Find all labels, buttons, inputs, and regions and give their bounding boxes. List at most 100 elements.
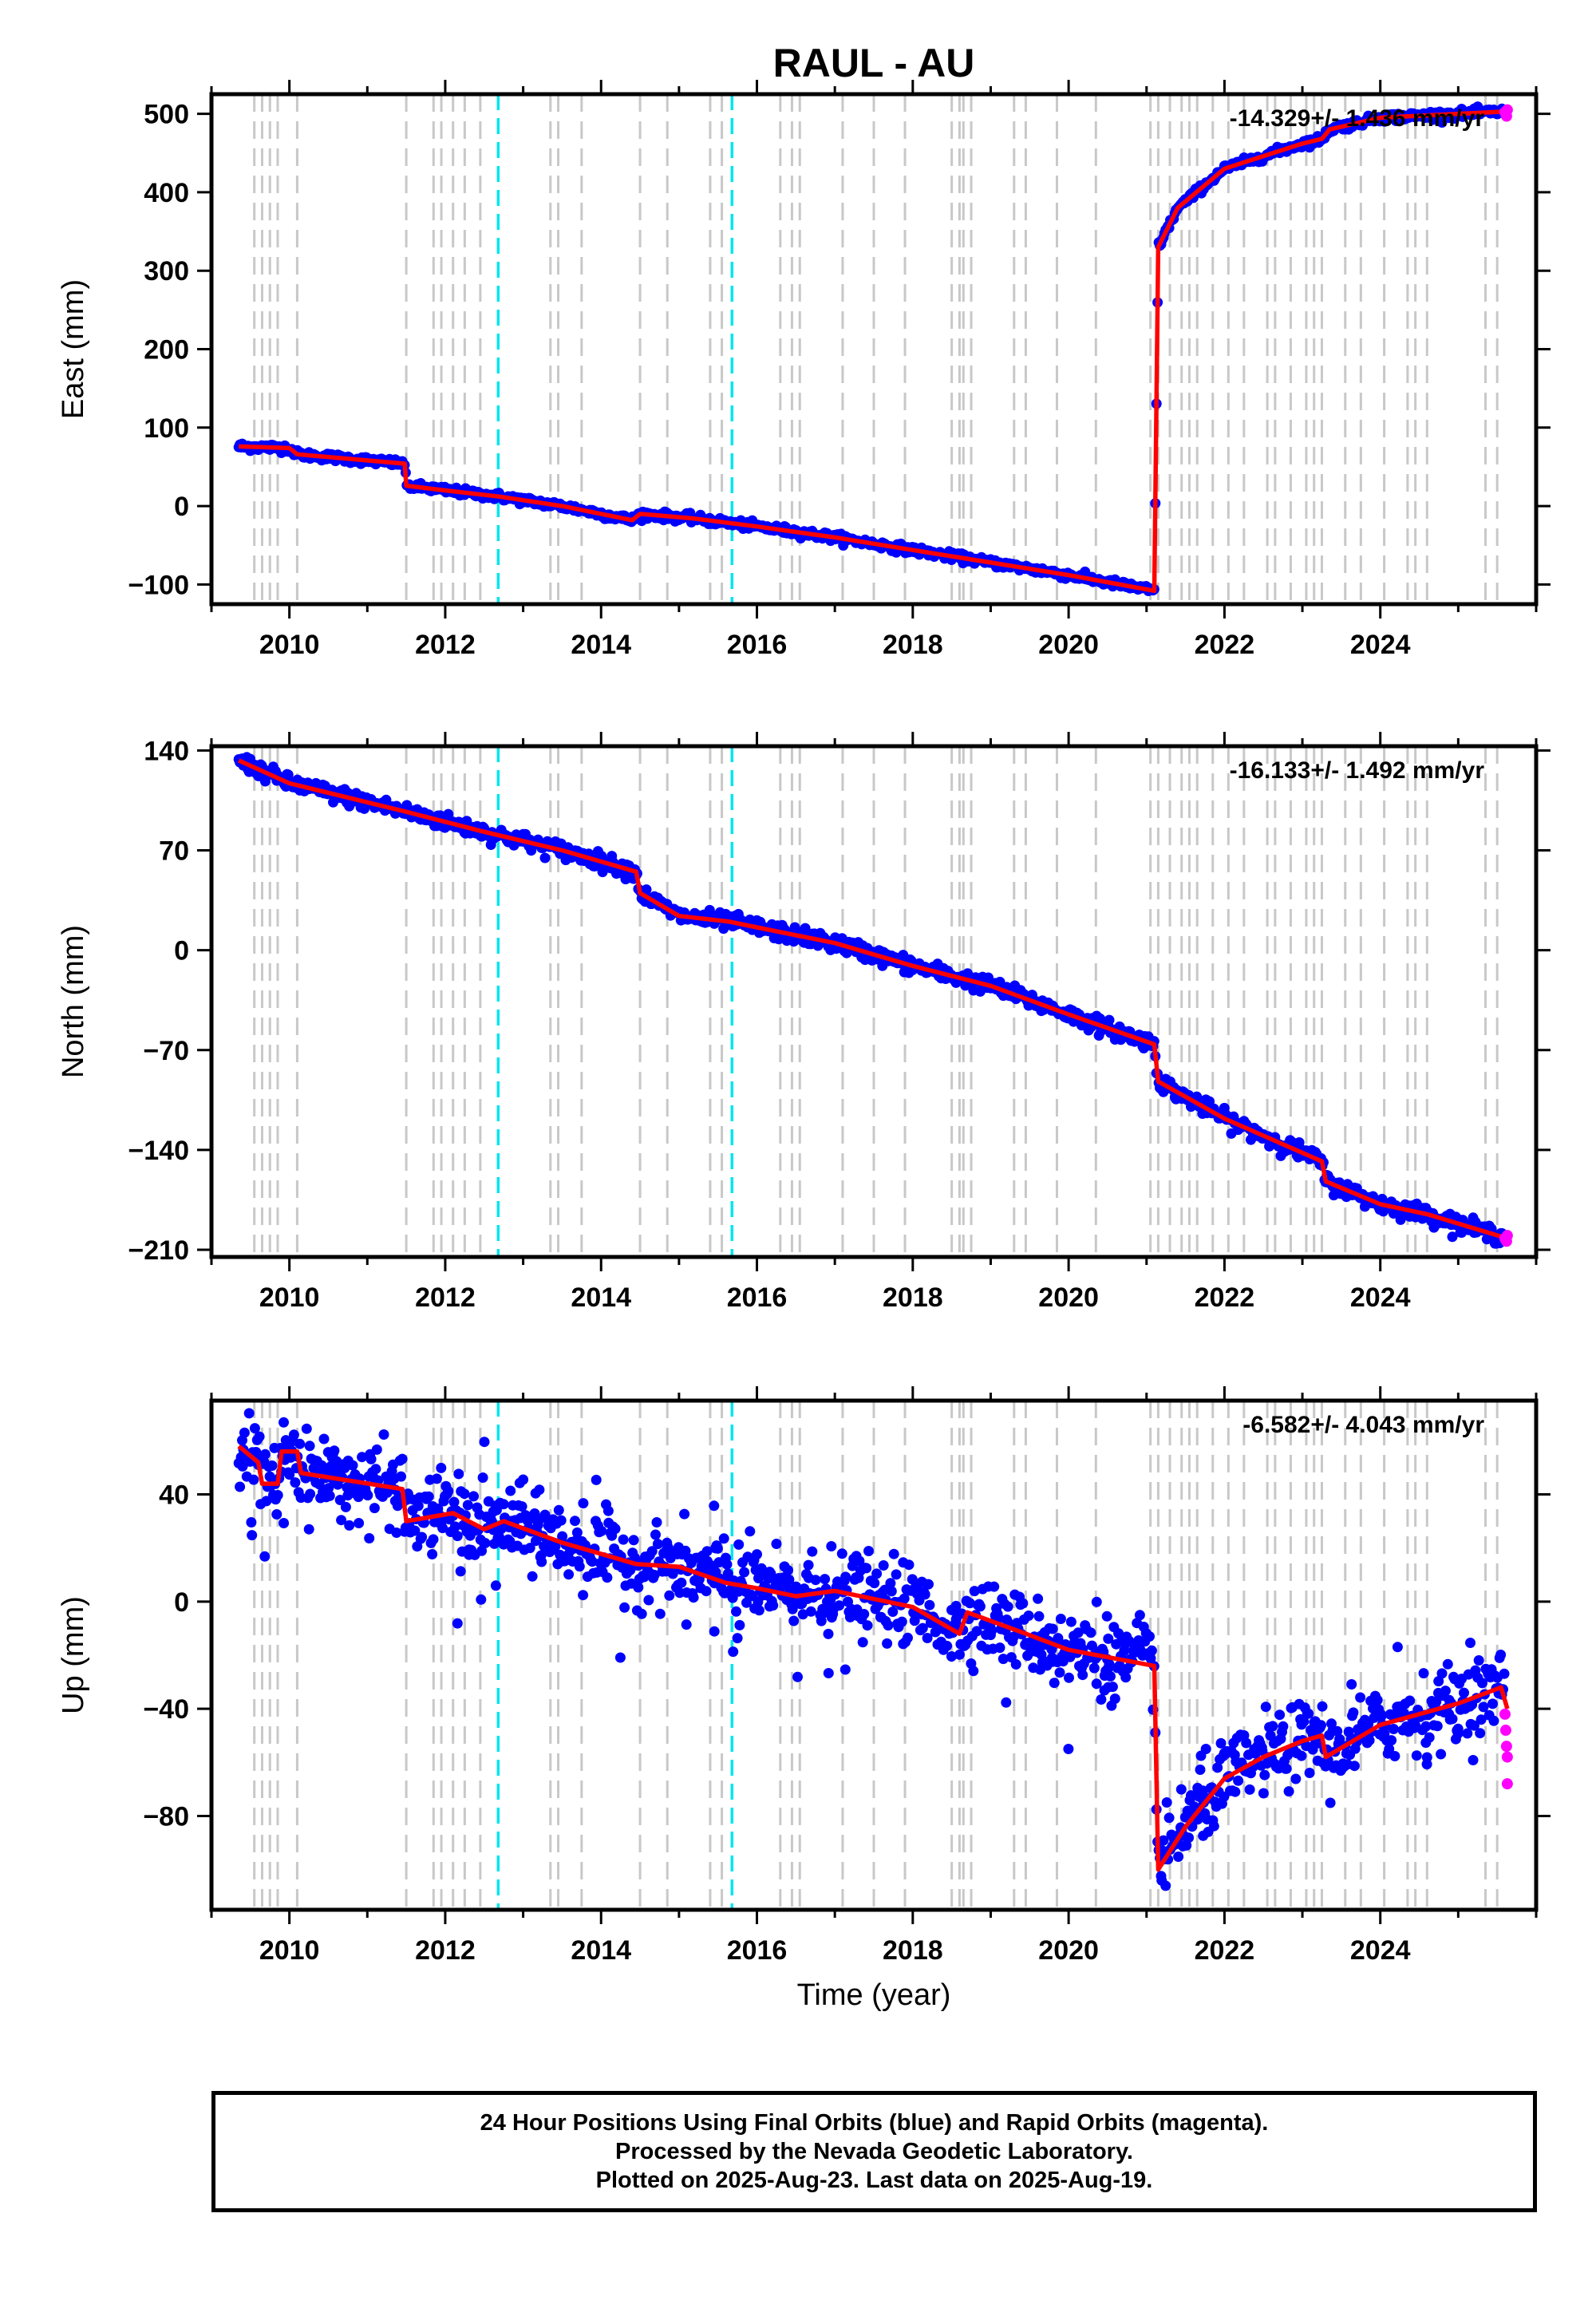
data-point bbox=[1495, 1650, 1507, 1660]
data-point bbox=[1163, 1812, 1175, 1824]
data-point bbox=[974, 1601, 986, 1612]
data-point bbox=[490, 1580, 501, 1591]
data-point bbox=[681, 1619, 692, 1630]
rapid-orbit-point bbox=[1501, 104, 1513, 116]
data-point bbox=[1332, 1725, 1343, 1737]
data-point bbox=[1195, 1750, 1207, 1761]
data-point bbox=[480, 1538, 491, 1548]
y-axis-label: North (mm) bbox=[57, 925, 90, 1078]
x-tick-label: 2018 bbox=[883, 630, 943, 660]
data-point bbox=[431, 1473, 442, 1484]
data-point bbox=[516, 1512, 526, 1524]
data-point bbox=[853, 1572, 864, 1583]
data-point bbox=[836, 1548, 847, 1559]
data-point bbox=[578, 1498, 589, 1509]
data-point bbox=[1053, 1633, 1064, 1644]
data-point bbox=[1296, 1750, 1307, 1761]
data-point bbox=[448, 1496, 460, 1508]
data-point bbox=[1389, 1751, 1400, 1761]
data-point bbox=[917, 1622, 928, 1634]
data-point bbox=[661, 1548, 672, 1559]
x-tick-label: 2016 bbox=[727, 1935, 788, 1966]
data-point bbox=[1145, 1653, 1156, 1664]
data-point bbox=[880, 1615, 891, 1626]
data-point bbox=[557, 1531, 568, 1542]
data-point bbox=[1475, 1728, 1486, 1739]
panel-east-plot-area bbox=[233, 94, 1513, 604]
data-point bbox=[1054, 1667, 1065, 1678]
data-point bbox=[1133, 1635, 1144, 1646]
data-point bbox=[823, 1668, 834, 1678]
y-tick-label: −80 bbox=[143, 1801, 189, 1832]
data-point bbox=[1086, 1640, 1097, 1651]
data-point bbox=[1109, 1694, 1120, 1704]
data-point bbox=[417, 1531, 428, 1543]
data-point bbox=[969, 1586, 980, 1597]
data-point bbox=[1046, 1652, 1057, 1663]
data-point bbox=[1091, 1596, 1102, 1607]
data-point bbox=[1317, 1701, 1328, 1712]
x-tick-label: 2016 bbox=[727, 1282, 788, 1313]
data-point bbox=[1158, 1835, 1169, 1846]
data-point bbox=[397, 1453, 408, 1464]
data-point bbox=[885, 1578, 896, 1589]
data-point bbox=[1173, 1852, 1184, 1862]
y-tick-label: 0 bbox=[174, 492, 189, 522]
y-tick-label: 0 bbox=[174, 936, 189, 966]
data-point bbox=[916, 1576, 927, 1587]
data-point bbox=[1411, 1750, 1422, 1761]
data-point bbox=[771, 1539, 782, 1549]
data-point bbox=[539, 852, 551, 864]
data-point bbox=[1473, 1655, 1484, 1666]
data-point bbox=[396, 1471, 407, 1482]
data-point bbox=[574, 1561, 585, 1572]
data-point bbox=[455, 1566, 466, 1577]
data-point bbox=[507, 1542, 517, 1553]
x-tick-label: 2010 bbox=[259, 630, 320, 660]
data-point bbox=[998, 1654, 1009, 1665]
x-tick-label: 2020 bbox=[1038, 1935, 1099, 1966]
y-tick-label: −70 bbox=[143, 1036, 189, 1066]
data-point bbox=[261, 1496, 272, 1507]
data-point bbox=[1468, 1755, 1479, 1765]
data-point bbox=[1334, 1733, 1345, 1745]
model-fit-line bbox=[237, 1444, 1510, 1872]
data-point bbox=[654, 1608, 666, 1619]
data-point bbox=[903, 1632, 913, 1643]
rapid-orbit-point bbox=[1500, 1741, 1512, 1753]
data-point bbox=[364, 1533, 375, 1543]
data-point bbox=[651, 1517, 662, 1528]
data-point bbox=[745, 1526, 756, 1537]
data-point bbox=[1468, 1720, 1479, 1731]
data-point bbox=[983, 972, 994, 983]
data-point bbox=[712, 1543, 723, 1554]
data-point bbox=[994, 1642, 1005, 1654]
data-point bbox=[365, 1453, 377, 1464]
x-tick-label: 2022 bbox=[1195, 1282, 1255, 1313]
data-point bbox=[968, 1666, 979, 1677]
data-point bbox=[737, 1557, 748, 1568]
data-point bbox=[1376, 1709, 1386, 1720]
data-point bbox=[1388, 1724, 1399, 1734]
data-point bbox=[1436, 1749, 1447, 1760]
x-tick-label: 2022 bbox=[1195, 1935, 1255, 1966]
data-point bbox=[553, 1504, 564, 1516]
data-point bbox=[1077, 1670, 1088, 1681]
data-point bbox=[810, 1575, 821, 1586]
data-point bbox=[347, 1460, 358, 1471]
data-point bbox=[1120, 1672, 1132, 1683]
x-tick-label: 2012 bbox=[415, 1282, 476, 1313]
y-tick-label: 140 bbox=[144, 736, 189, 766]
data-point bbox=[1465, 1638, 1476, 1648]
data-point bbox=[305, 1488, 316, 1500]
panel-east: −100 0 100 200 300 400 500 2010 2012 2014 2016 2018… bbox=[57, 80, 1551, 660]
rapid-orbit-point bbox=[1499, 1725, 1511, 1737]
data-point bbox=[1105, 1671, 1116, 1682]
data-point bbox=[1476, 1714, 1487, 1725]
data-point bbox=[527, 1571, 538, 1582]
data-point bbox=[710, 1567, 721, 1578]
data-point bbox=[1241, 1737, 1252, 1749]
data-point bbox=[1010, 1659, 1021, 1670]
data-point bbox=[614, 1652, 626, 1663]
data-point bbox=[643, 1595, 654, 1606]
